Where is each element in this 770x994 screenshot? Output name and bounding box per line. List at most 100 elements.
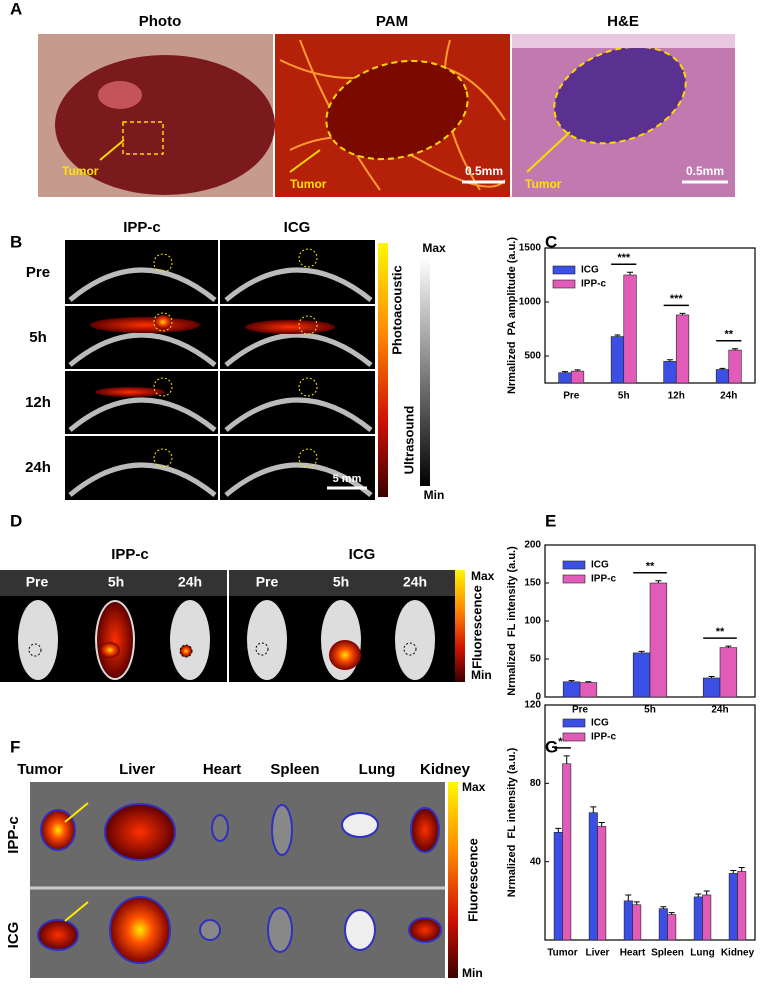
bar (658, 908, 668, 941)
colorbar-max: Max (462, 780, 486, 794)
x-tick-label: Pre (572, 705, 589, 716)
significance-label: *** (670, 293, 684, 305)
bar (702, 894, 712, 941)
bar (728, 873, 738, 941)
error-bar (666, 359, 673, 362)
column-title: ICG (284, 219, 311, 236)
error-bar (625, 894, 632, 901)
colorbar-min: Min (471, 668, 492, 682)
x-tick-label: Lung (690, 948, 714, 959)
bar (667, 914, 677, 941)
scale-bar-label: 5 mm (333, 473, 362, 485)
time-label: Pre (26, 574, 49, 590)
legend-label: IPP-c (591, 574, 616, 585)
x-tick-label: Heart (620, 948, 646, 959)
error-bar (668, 912, 675, 915)
time-label: Pre (256, 574, 279, 590)
y-tick-label: 1000 (519, 297, 542, 308)
panel-b-images (65, 240, 430, 500)
x-tick-label: 12h (668, 391, 685, 402)
bar (597, 826, 607, 941)
error-bar (655, 580, 662, 583)
panel-d-images (0, 570, 465, 682)
bar (579, 682, 598, 698)
bar (553, 831, 563, 941)
error-bar (627, 271, 634, 275)
legend-label: ICG (581, 265, 599, 276)
error-bar (561, 371, 568, 373)
panel-a-images (38, 34, 735, 197)
image-title: PAM (376, 13, 408, 30)
x-tick-label: 5h (618, 391, 630, 402)
group-title: IPP-c (111, 546, 149, 563)
error-bar (695, 893, 702, 897)
colorbar-label: Fluorescence (465, 838, 480, 922)
panel-label: G (545, 737, 558, 756)
error-bar (703, 890, 710, 895)
plot-frame (544, 704, 756, 941)
scale-bar-label: 0.5mm (686, 164, 724, 178)
error-bar (585, 681, 592, 683)
error-bar (614, 334, 621, 337)
error-bar (732, 348, 739, 351)
y-axis-title: Nrmalized FL intensity (a.u.) (506, 546, 518, 696)
panel-f-images (30, 782, 458, 978)
bar (675, 314, 690, 384)
x-tick-label: 24h (720, 391, 737, 402)
bar (728, 349, 742, 384)
x-tick-label: Liver (586, 948, 610, 959)
legend-swatch (552, 279, 576, 289)
image-title: H&E (607, 13, 639, 30)
error-bar (555, 827, 562, 833)
tumor-label: Tumor (62, 164, 99, 178)
x-tick-label: 24h (711, 705, 728, 716)
tumor-label: Tumor (525, 177, 562, 191)
y-tick-label: 40 (530, 856, 542, 867)
legend-swatch (562, 732, 586, 742)
colorbar-label: Fluorescence (469, 585, 484, 669)
bar (663, 361, 677, 384)
row-label: Pre (26, 264, 50, 281)
error-bar (638, 650, 645, 653)
error-bar (725, 645, 732, 648)
significance-label: ** (646, 561, 655, 573)
colorbar-label: Photoacoustic (389, 265, 404, 355)
bar (715, 369, 730, 384)
organ-label: Spleen (270, 761, 319, 778)
bar (632, 904, 642, 941)
bar (737, 871, 747, 941)
colorbar-max: Max (471, 569, 495, 583)
bar (702, 677, 721, 698)
significance-label: ** (724, 329, 733, 341)
error-bar (590, 806, 597, 813)
significance-label: ** (716, 626, 725, 638)
time-label: 24h (403, 574, 427, 590)
bar (562, 681, 581, 698)
y-tick-label: 200 (524, 540, 541, 551)
error-bar (730, 869, 737, 874)
time-label: 24h (178, 574, 202, 590)
legend-swatch (562, 718, 586, 728)
panel-label: C (545, 232, 557, 251)
row-label: IPP-c (5, 816, 22, 854)
bar (649, 582, 668, 698)
panel-label: A (10, 0, 22, 18)
error-bar (679, 312, 686, 315)
colorbar-max: Max (422, 241, 446, 255)
plot-frame (544, 247, 756, 384)
y-tick-label: 1500 (519, 243, 542, 254)
row-label: ICG (5, 922, 22, 949)
y-tick-label: 500 (524, 351, 541, 362)
organ-label: Kidney (420, 761, 471, 778)
scale-bar-label: 0.5mm (465, 164, 503, 178)
panel-label: E (545, 511, 556, 530)
y-tick-label: 100 (524, 616, 541, 627)
bar (623, 900, 633, 941)
error-bar (633, 901, 640, 905)
x-tick-label: Spleen (651, 948, 684, 959)
bar (693, 896, 703, 941)
bar (719, 647, 738, 698)
y-tick-label: 80 (530, 778, 542, 789)
bar (623, 274, 637, 384)
